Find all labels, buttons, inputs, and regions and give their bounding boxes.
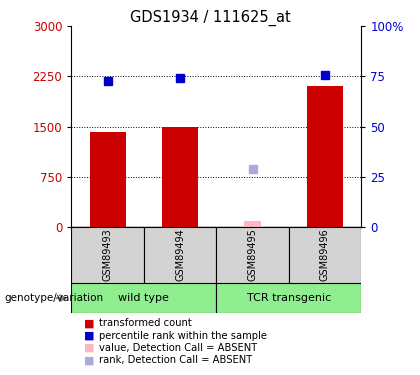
Text: rank, Detection Call = ABSENT: rank, Detection Call = ABSENT	[99, 356, 252, 365]
Text: transformed count: transformed count	[99, 318, 192, 328]
Text: ■: ■	[84, 343, 94, 353]
Bar	[244, 220, 261, 227]
Text: ■: ■	[84, 356, 94, 365]
FancyBboxPatch shape	[71, 283, 216, 313]
Text: ■: ■	[84, 331, 94, 340]
FancyBboxPatch shape	[71, 227, 144, 283]
Bar	[307, 87, 343, 227]
Text: GSM89495: GSM89495	[247, 228, 257, 281]
Text: GSM89493: GSM89493	[102, 229, 113, 281]
Text: GSM89494: GSM89494	[175, 229, 185, 281]
FancyBboxPatch shape	[216, 283, 361, 313]
Bar	[162, 127, 198, 227]
Text: TCR transgenic: TCR transgenic	[247, 293, 331, 303]
Text: value, Detection Call = ABSENT: value, Detection Call = ABSENT	[99, 343, 257, 353]
Bar	[89, 132, 126, 227]
Text: wild type: wild type	[118, 293, 169, 303]
FancyBboxPatch shape	[144, 227, 216, 283]
Text: GDS1934 / 111625_at: GDS1934 / 111625_at	[130, 9, 290, 26]
Text: genotype/variation: genotype/variation	[4, 293, 103, 303]
Text: percentile rank within the sample: percentile rank within the sample	[99, 331, 267, 340]
Text: ■: ■	[84, 318, 94, 328]
FancyBboxPatch shape	[216, 227, 289, 283]
Text: GSM89496: GSM89496	[320, 229, 330, 281]
FancyBboxPatch shape	[289, 227, 361, 283]
